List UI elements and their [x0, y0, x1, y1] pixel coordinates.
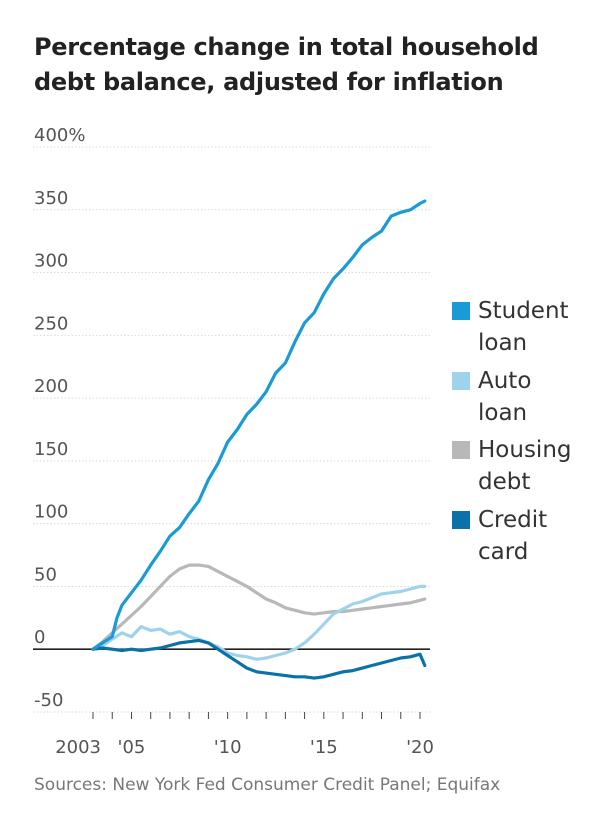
x-tick-label: '10 [214, 737, 242, 758]
source-note: Sources: New York Fed Consumer Credit Pa… [34, 775, 501, 795]
x-tick-label: '05 [118, 737, 146, 758]
legend-swatch [452, 302, 470, 320]
legend-item-housing-debt: Housing debt [452, 437, 572, 495]
legend-item-auto-loan: Auto loan [452, 368, 531, 426]
x-tick-label: '15 [310, 737, 338, 758]
legend-label: Housing debt [478, 437, 572, 495]
y-tick-label: 150 [34, 439, 68, 460]
y-tick-label: 0 [34, 627, 45, 648]
x-axis: 2003 '05 '10 '15 '20 [55, 712, 434, 758]
chart-title: Percentage change in total household deb… [34, 33, 539, 96]
y-tick-label: 50 [34, 564, 57, 585]
legend-label: Auto loan [478, 368, 531, 426]
gridlines [33, 146, 430, 713]
series-line-credit-card [91, 638, 427, 680]
y-tick-label: 100 [34, 502, 68, 523]
legend-item-student-loan: Student loan [452, 298, 569, 356]
legend-swatch [452, 511, 470, 529]
y-tick-label: 300 [34, 251, 68, 272]
legend-label: Credit card [478, 507, 547, 565]
y-tick-label: 250 [34, 313, 68, 334]
legend-label: Student loan [478, 298, 569, 356]
y-axis-tick-labels: 400% 350 300 250 200 150 100 50 0 -50 [34, 125, 85, 711]
legend: Student loan Auto loan Housing debt Credit card [452, 298, 572, 565]
x-tick-label: 2003 [55, 737, 101, 758]
legend-item-credit-card: Credit card [452, 507, 547, 565]
y-tick-label: 350 [34, 188, 68, 209]
series-line-auto-loan [91, 584, 427, 661]
series-lines [91, 199, 427, 680]
legend-swatch [452, 441, 470, 459]
legend-swatch [452, 372, 470, 390]
y-tick-label: 200 [34, 376, 68, 397]
x-tick-label: '20 [406, 737, 434, 758]
y-tick-label: 400% [34, 125, 85, 146]
series-line-student-loan [91, 199, 427, 651]
series-line-housing-debt [91, 563, 427, 651]
y-tick-label: -50 [34, 690, 63, 711]
